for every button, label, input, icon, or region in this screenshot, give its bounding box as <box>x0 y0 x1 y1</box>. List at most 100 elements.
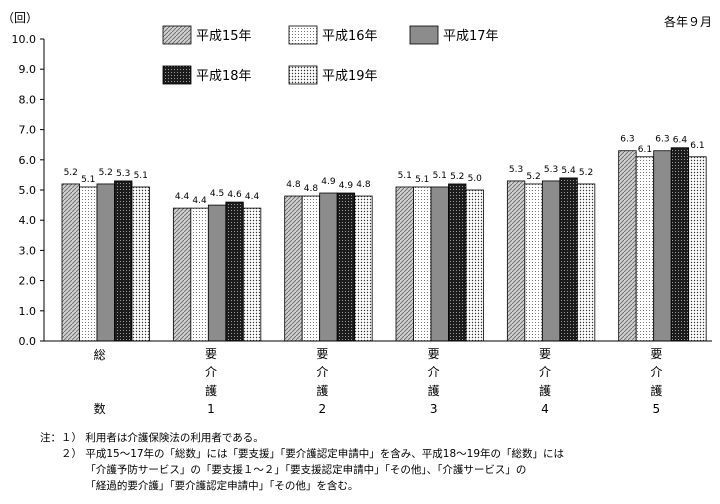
x-tick-label: 介 <box>316 365 328 379</box>
bar <box>354 195 373 342</box>
x-tick-label: 護 <box>650 383 662 398</box>
bar <box>688 156 707 342</box>
bar <box>301 195 321 342</box>
x-tick-label: 2 <box>319 402 327 416</box>
data-label: 4.4 <box>175 192 190 202</box>
data-label: 4.9 <box>339 181 354 191</box>
bar <box>190 207 209 342</box>
legend-swatch <box>409 25 439 45</box>
x-tick-label: 要 <box>428 347 440 361</box>
bar <box>559 177 578 342</box>
data-label: 5.4 <box>561 166 576 176</box>
data-label: 4.4 <box>192 196 207 206</box>
bar <box>413 186 432 342</box>
bar <box>114 180 133 342</box>
bar <box>225 201 244 342</box>
bar <box>172 207 192 342</box>
x-tick-label: 要 <box>205 347 217 361</box>
bar <box>576 183 596 342</box>
bar <box>242 207 262 342</box>
y-tick-label: 5.0 <box>19 184 37 197</box>
bar <box>131 186 150 342</box>
legend-label: 平成18年 <box>196 69 252 84</box>
legend-swatch <box>288 25 318 45</box>
y-tick-label: 10.0 <box>12 33 37 46</box>
x-tick-label: 要 <box>316 347 328 361</box>
bar <box>635 156 655 342</box>
y-tick-label: 1.0 <box>19 305 37 318</box>
bar <box>524 183 543 342</box>
data-label: 5.1 <box>134 171 148 181</box>
y-tick-label: 9.0 <box>19 63 37 76</box>
legend-swatch <box>162 25 192 45</box>
x-tick-label: 要 <box>539 347 551 361</box>
x-tick-label: 要 <box>650 347 662 361</box>
x-tick-label: 護 <box>316 383 328 398</box>
bar <box>395 186 414 342</box>
data-label: 5.2 <box>99 168 113 178</box>
data-label: 5.3 <box>509 165 523 175</box>
legend-swatch <box>288 65 318 85</box>
data-label: 4.5 <box>210 189 224 199</box>
x-tick-label: 5 <box>653 402 661 416</box>
bar-series-group: 5.25.15.2 5.3 5.14.4 4.44.5 4.6 4.44.8 4.84.9 4… <box>61 135 707 342</box>
x-tick-label: 護 <box>428 383 440 398</box>
y-tick-label: 0.0 <box>19 335 37 348</box>
bar <box>618 150 637 342</box>
data-label: 6.1 <box>638 145 652 155</box>
footnote-2-cont-b: 「経過的要介護」「要介護認定申請中」「その他」を含む。 <box>40 480 359 492</box>
legend-label: 平成19年 <box>322 69 378 84</box>
data-label: 6.1 <box>690 141 704 151</box>
bar <box>465 189 484 342</box>
data-label: 5.2 <box>526 172 540 182</box>
bar <box>506 180 526 342</box>
data-label: 5.1 <box>433 171 447 181</box>
data-label: 5.2 <box>450 172 464 182</box>
data-label: 4.8 <box>304 184 319 194</box>
x-tick-label: 4 <box>541 402 549 416</box>
bar <box>541 180 561 342</box>
data-label: 6.4 <box>673 136 688 146</box>
bar <box>336 192 356 342</box>
x-tick-label: 介 <box>428 365 440 379</box>
y-tick-label: 2.0 <box>19 275 37 288</box>
data-label: 4.8 <box>286 180 301 190</box>
y-tick-label: 4.0 <box>19 214 37 227</box>
x-tick-label: 1 <box>207 402 215 416</box>
bar <box>448 183 467 342</box>
bar <box>207 204 227 342</box>
data-label: 5.2 <box>64 168 78 178</box>
legend-label: 平成15年 <box>196 29 252 44</box>
data-label: 6.3 <box>620 135 634 145</box>
bar <box>319 192 338 342</box>
data-label: 5.0 <box>468 174 483 184</box>
bar <box>61 183 80 342</box>
x-tick-label: 護 <box>539 383 551 398</box>
x-tick-label: 介 <box>205 365 217 379</box>
y-tick-label: 6.0 <box>19 154 37 167</box>
data-label: 5.2 <box>579 168 593 178</box>
data-label: 4.4 <box>245 192 260 202</box>
data-label: 5.3 <box>544 165 558 175</box>
x-tick-label: 数 <box>94 401 106 416</box>
data-label: 6.3 <box>655 135 669 145</box>
bar <box>653 150 672 342</box>
y-tick-label: 7.0 <box>19 124 37 137</box>
footnotes: 注：１） 利用者は介護保険法の利用者である。 ２） 平成15～17年の「総数」に… <box>40 430 710 494</box>
data-label: 5.1 <box>415 175 429 185</box>
x-tick-label: 総 <box>94 348 106 362</box>
legend-label: 平成17年 <box>443 29 499 44</box>
y-tick-label: 3.0 <box>19 244 37 257</box>
y-tick-label: 8.0 <box>19 93 37 106</box>
data-label: 5.3 <box>116 169 130 179</box>
bar <box>96 183 115 342</box>
bar <box>284 195 303 342</box>
footnote-2: ２） 平成15～17年の「総数」には「要支援」「要介護認定申請中」を含み、平成1… <box>40 448 565 460</box>
x-tick-label: 護 <box>205 383 217 398</box>
bar <box>670 147 690 342</box>
y-axis-unit-label: （回） <box>2 11 38 25</box>
bar <box>430 186 449 342</box>
